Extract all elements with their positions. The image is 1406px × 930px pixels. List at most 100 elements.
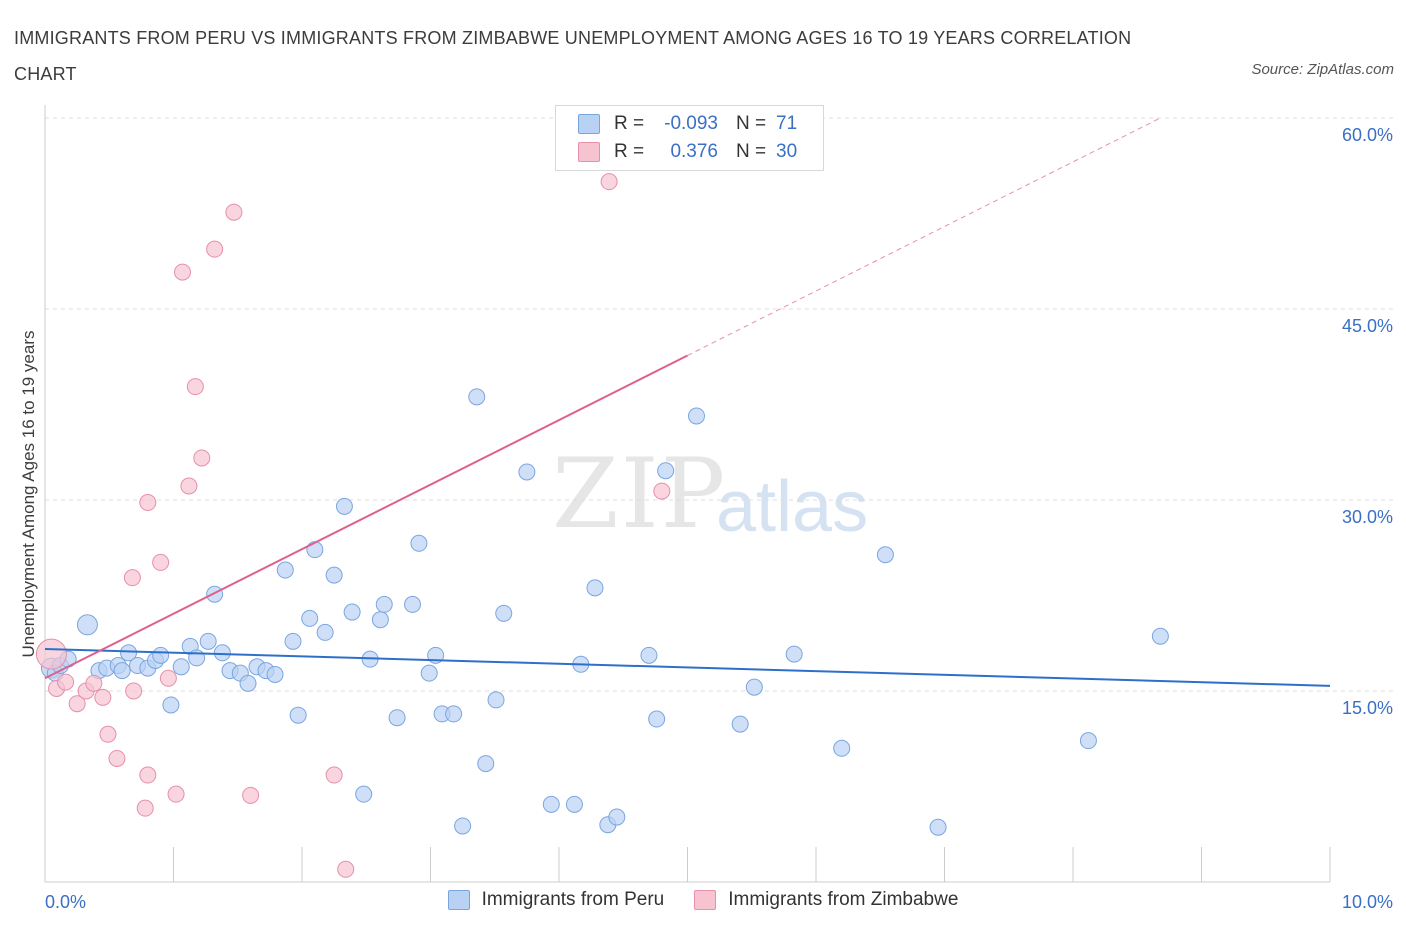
peru-point bbox=[325, 566, 343, 584]
y-tick-label: 30.0% bbox=[1342, 507, 1393, 527]
tick-labels: 15.0% 30.0% 45.0% 60.0% 0.0% 10.0% bbox=[45, 125, 1393, 912]
grid bbox=[45, 117, 1395, 692]
peru-point bbox=[316, 623, 334, 641]
zimbabwe-point bbox=[325, 766, 343, 784]
peru-point bbox=[454, 817, 472, 835]
peru-n-label: N = bbox=[736, 113, 767, 134]
peru-point bbox=[266, 665, 284, 683]
zimbabwe-point bbox=[94, 688, 112, 706]
zimbabwe-legend-label: Immigrants from Zimbabwe bbox=[728, 889, 959, 910]
peru-legend-swatch bbox=[447, 890, 470, 910]
peru-point bbox=[152, 646, 170, 664]
peru-point bbox=[276, 561, 294, 579]
zimbabwe-point bbox=[600, 173, 618, 191]
peru-point bbox=[565, 795, 583, 813]
peru-point bbox=[388, 709, 406, 727]
legend-item-peru[interactable]: Immigrants from Peru bbox=[447, 889, 665, 911]
zimbabwe-point bbox=[337, 860, 355, 878]
peru-point bbox=[657, 462, 675, 480]
zimbabwe-point bbox=[152, 553, 170, 571]
peru-point bbox=[929, 818, 947, 836]
peru-point bbox=[371, 611, 389, 629]
legend-item-zimbabwe[interactable]: Immigrants from Zimbabwe bbox=[694, 889, 958, 911]
zimbabwe-r-value: 0.376 bbox=[670, 141, 718, 162]
y-tick-label: 60.0% bbox=[1342, 125, 1393, 145]
zimbabwe-point bbox=[180, 477, 198, 495]
zimbabwe-n-value: 30 bbox=[776, 141, 798, 162]
zimbabwe-point bbox=[159, 669, 177, 687]
peru-point bbox=[518, 463, 536, 481]
chart-title: IMMIGRANTS FROM PERU VS IMMIGRANTS FROM … bbox=[14, 28, 1132, 84]
zimbabwe-point bbox=[99, 725, 117, 743]
peru-point bbox=[785, 645, 803, 663]
peru-point bbox=[745, 678, 763, 696]
peru-n-value: 71 bbox=[776, 113, 798, 134]
legend-row-peru: R = -0.093 N = 71 bbox=[578, 110, 797, 138]
peru-point bbox=[301, 609, 319, 627]
peru-point bbox=[586, 579, 604, 597]
peru-point bbox=[404, 595, 422, 613]
stats-legend: R = -0.093 N = 71 R = 0.376 N = 30 bbox=[555, 105, 824, 171]
peru-point bbox=[306, 541, 324, 559]
zimbabwe-point bbox=[57, 673, 75, 691]
zimbabwe-point bbox=[139, 494, 157, 512]
peru-point bbox=[113, 662, 131, 680]
peru-point bbox=[213, 644, 231, 662]
peru-trend-line bbox=[44, 647, 1331, 687]
zimbabwe-point bbox=[35, 638, 67, 670]
zimbabwe-trend-line bbox=[44, 354, 688, 680]
axes bbox=[44, 105, 1331, 883]
peru-point bbox=[239, 674, 257, 692]
zimbabwe-n-label: N = bbox=[736, 141, 767, 162]
zimbabwe-point bbox=[136, 799, 154, 817]
peru-point bbox=[608, 808, 626, 826]
peru-point bbox=[487, 691, 505, 709]
peru-point bbox=[731, 715, 749, 733]
peru-swatch bbox=[578, 114, 600, 134]
zimbabwe-r-label: R = bbox=[614, 141, 645, 162]
trend-lines bbox=[44, 117, 1331, 687]
peru-point bbox=[289, 706, 307, 724]
peru-point bbox=[687, 407, 705, 425]
y-tick-label: 15.0% bbox=[1342, 698, 1393, 718]
peru-point bbox=[335, 497, 353, 515]
peru-point bbox=[468, 388, 486, 406]
peru-point bbox=[445, 705, 463, 723]
peru-point bbox=[199, 632, 217, 650]
zimbabwe-point bbox=[173, 263, 191, 281]
watermark-atlas: atlas bbox=[716, 467, 869, 547]
peru-point bbox=[640, 646, 658, 664]
zimbabwe-point bbox=[193, 449, 211, 467]
x-tick-label-max: 10.0% bbox=[1342, 892, 1393, 912]
y-tick-label: 45.0% bbox=[1342, 316, 1393, 336]
peru-point bbox=[343, 603, 361, 621]
zimbabwe-point bbox=[242, 786, 260, 804]
peru-point bbox=[162, 696, 180, 714]
zimbabwe-point bbox=[108, 749, 126, 767]
peru-point bbox=[833, 739, 851, 757]
zimbabwe-point bbox=[206, 240, 224, 258]
source-label: Source: ZipAtlas.com bbox=[1251, 61, 1394, 78]
zimbabwe-trend-extension bbox=[687, 117, 1161, 356]
zimbabwe-swatch bbox=[578, 142, 600, 162]
peru-point bbox=[648, 710, 666, 728]
peru-point bbox=[542, 795, 560, 813]
peru-point bbox=[1079, 732, 1097, 750]
peru-point bbox=[1151, 627, 1169, 645]
peru-point bbox=[120, 644, 138, 662]
peru-point bbox=[876, 546, 894, 564]
zimbabwe-point bbox=[125, 682, 143, 700]
zimbabwe-legend-swatch bbox=[694, 890, 717, 910]
peru-point bbox=[355, 785, 373, 803]
peru-point bbox=[410, 534, 428, 552]
zimbabwe-point bbox=[167, 785, 185, 803]
peru-legend-label: Immigrants from Peru bbox=[481, 889, 665, 910]
peru-point bbox=[172, 658, 190, 676]
peru-r-value: -0.093 bbox=[664, 113, 718, 134]
peru-point bbox=[284, 632, 302, 650]
zimbabwe-point bbox=[653, 482, 671, 500]
zimbabwe-point bbox=[85, 674, 103, 692]
zimbabwe-point bbox=[123, 569, 141, 587]
peru-point bbox=[206, 585, 224, 603]
peru-point bbox=[375, 595, 393, 613]
